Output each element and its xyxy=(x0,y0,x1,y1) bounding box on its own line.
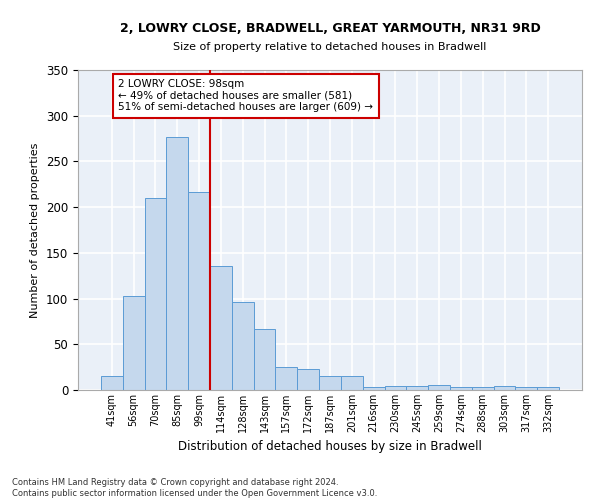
Bar xyxy=(188,192,210,390)
Bar xyxy=(210,266,232,390)
Bar xyxy=(494,386,515,390)
Bar xyxy=(406,386,428,390)
Bar xyxy=(472,388,494,390)
Text: 2, LOWRY CLOSE, BRADWELL, GREAT YARMOUTH, NR31 9RD: 2, LOWRY CLOSE, BRADWELL, GREAT YARMOUTH… xyxy=(119,22,541,36)
Y-axis label: Number of detached properties: Number of detached properties xyxy=(31,142,40,318)
Text: Size of property relative to detached houses in Bradwell: Size of property relative to detached ho… xyxy=(173,42,487,52)
Bar xyxy=(363,388,385,390)
Bar xyxy=(341,376,363,390)
Text: 2 LOWRY CLOSE: 98sqm
← 49% of detached houses are smaller (581)
51% of semi-deta: 2 LOWRY CLOSE: 98sqm ← 49% of detached h… xyxy=(118,79,373,112)
Bar xyxy=(297,369,319,390)
Bar xyxy=(232,302,254,390)
Bar xyxy=(515,388,537,390)
Bar xyxy=(145,198,166,390)
Bar xyxy=(275,367,297,390)
Bar xyxy=(537,388,559,390)
Bar xyxy=(428,386,450,390)
Bar xyxy=(385,386,406,390)
Bar xyxy=(450,388,472,390)
Bar xyxy=(319,376,341,390)
Bar xyxy=(123,296,145,390)
Text: Contains HM Land Registry data © Crown copyright and database right 2024.
Contai: Contains HM Land Registry data © Crown c… xyxy=(12,478,377,498)
Bar xyxy=(101,376,123,390)
Bar xyxy=(166,136,188,390)
Bar xyxy=(254,328,275,390)
X-axis label: Distribution of detached houses by size in Bradwell: Distribution of detached houses by size … xyxy=(178,440,482,454)
